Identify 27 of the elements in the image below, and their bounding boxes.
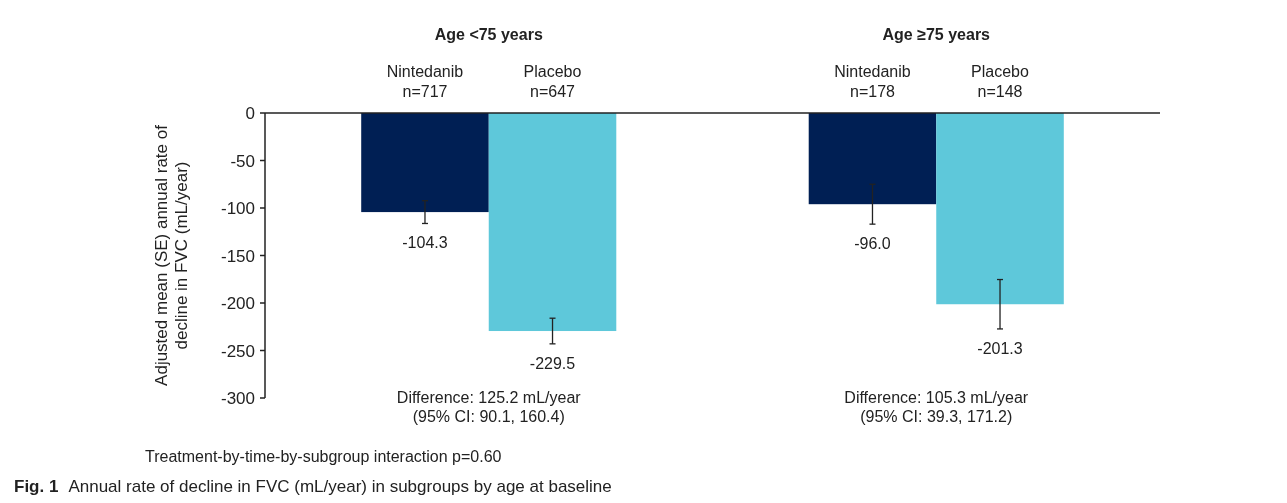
annotation: Difference: 125.2 mL/year (95% CI: 90.1, 160.4) (396, 389, 582, 426)
data-label: -104.3 (402, 234, 448, 252)
data-label: -201.3 (977, 339, 1023, 357)
text: Placebo (523, 63, 582, 80)
x-tick-label: Age <75 years (434, 26, 543, 43)
y-tick-label: -150 (220, 246, 255, 266)
x-tick-label: Age ≥75 years (882, 26, 991, 43)
y-tick-label: -50 (230, 151, 255, 171)
annotation: n=178 (850, 83, 896, 100)
text: Fig. 1 (14, 477, 59, 496)
y-tick-label: -100 (220, 199, 255, 218)
y-axis-title: Adjusted mean (SE) annual rate of decline in FVC (mL/year) (152, 124, 192, 386)
y-tick-label: -250 (220, 341, 255, 361)
y-tick-label: -300 (220, 389, 255, 408)
data-label: -96.0 (854, 235, 891, 253)
text: Nintedanib (386, 63, 464, 80)
y-tick-label: 0 (245, 104, 255, 123)
text: Annual rate of decline in FVC (mL/year) in subgroups by age at baseline (68, 477, 612, 496)
annotation: Difference: 105.3 mL/year (95% CI: 39.3, 171.2) (844, 389, 1029, 426)
y-tick-label: -200 (220, 294, 255, 313)
annotation: n=717 (402, 83, 448, 100)
text: Placebo (971, 63, 1029, 80)
data-label: -229.5 (529, 354, 576, 372)
text: Nintedanib (834, 63, 911, 80)
text: Treatment-by-time-by-subgroup interaction p=0.60 (145, 448, 502, 465)
annotation: n=148 (977, 83, 1023, 100)
annotation: n=647 (530, 83, 576, 100)
